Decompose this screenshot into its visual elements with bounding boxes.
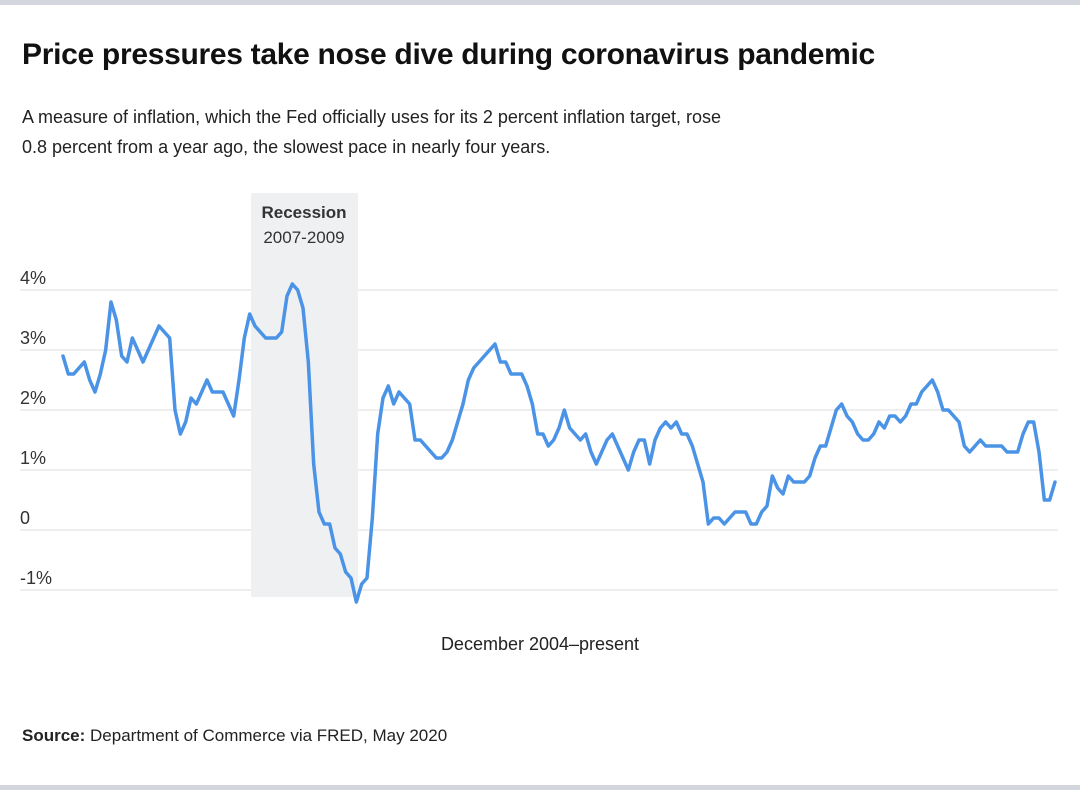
chart-title: Price pressures take nose dive during co… bbox=[22, 38, 875, 71]
y-tick-label: 2% bbox=[20, 388, 46, 408]
source-text: Department of Commerce via FRED, May 202… bbox=[90, 726, 448, 745]
recession-shade bbox=[251, 193, 358, 597]
y-tick-label: 0 bbox=[20, 508, 30, 528]
annotation-text: 2007-2009 bbox=[263, 228, 344, 247]
chart-subtitle: A measure of inflation, which the Fed of… bbox=[22, 107, 722, 157]
source-label: Source: bbox=[22, 726, 86, 745]
x-axis-label: December 2004–present bbox=[441, 634, 639, 654]
top-bar bbox=[0, 0, 1080, 5]
y-tick-label: 1% bbox=[20, 448, 46, 468]
y-tick-label: -1% bbox=[20, 568, 52, 588]
bottom-bar bbox=[0, 785, 1080, 790]
source: Source: Department of Commerce via FRED,… bbox=[22, 726, 447, 746]
data-line bbox=[61, 282, 1057, 604]
y-tick-label: 3% bbox=[20, 328, 46, 348]
y-tick-label: 4% bbox=[20, 268, 46, 288]
annotation-title: Recession bbox=[261, 203, 346, 222]
